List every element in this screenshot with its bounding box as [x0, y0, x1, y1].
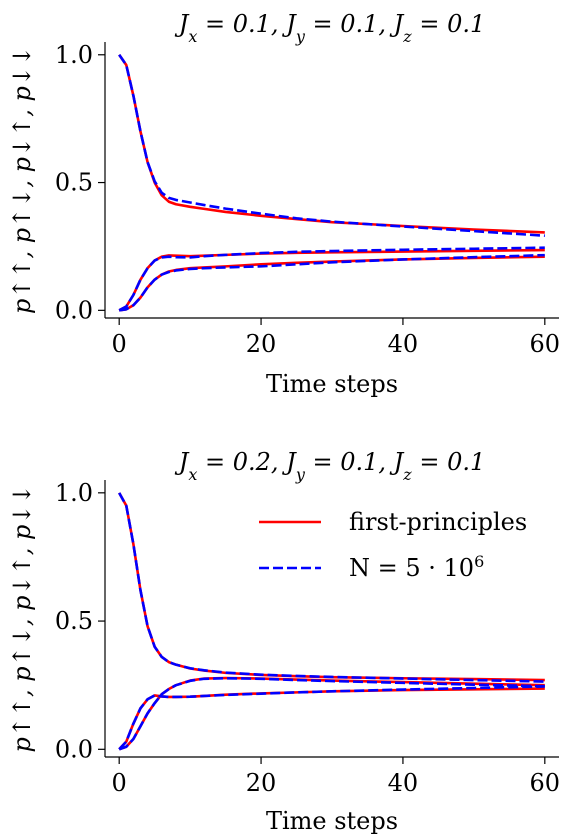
series-line-4-dashed: [118, 54, 545, 238]
x-tick-label: 60: [530, 769, 561, 797]
y-axis-label: p↑↑, p↑↓, p↓↑, p↓↓: [8, 46, 36, 314]
x-tick-label: 20: [246, 330, 277, 358]
x-tick-label: 0: [112, 330, 127, 358]
legend: first-principles N = 5 · 106: [259, 508, 527, 582]
chart-panel-1: 0 20 40 60 0.0 0.5 1.0 Jx = 0.1, Jy = 0.1, Jz =…: [8, 10, 560, 398]
chart-title: Jx = 0.2, Jy = 0.1, Jz = 0.1: [174, 448, 486, 484]
series-line-6-dashed: [119, 253, 545, 312]
chart-title: Jx = 0.1, Jy = 0.1, Jz = 0.1: [174, 10, 486, 46]
y-axis-label: p↑↑, p↑↓, p↓↑, p↓↓: [8, 484, 36, 752]
x-tick-label: 40: [388, 769, 419, 797]
x-axis-label: Time steps: [266, 807, 398, 834]
y-tick-label: 0.0: [55, 296, 93, 324]
series-line-2-solid: [118, 687, 545, 751]
x-tick-label: 20: [246, 769, 277, 797]
x-tick-label: 60: [530, 330, 561, 358]
x-tick-label: 0: [112, 769, 127, 797]
y-tick-label: 0.5: [55, 169, 93, 197]
series-line-1-solid: [118, 54, 545, 234]
series-line-6-dashed: [118, 676, 545, 751]
y-tick-label: 1.0: [55, 41, 93, 69]
series-line-5-dashed: [118, 685, 545, 751]
x-tick-label: 40: [388, 330, 419, 358]
y-tick-label: 0.0: [55, 735, 93, 763]
series-line-5-dashed: [118, 246, 545, 312]
y-tick-label: 1.0: [55, 479, 93, 507]
series-line-4-dashed: [118, 492, 545, 683]
series-line-3-solid: [119, 255, 545, 312]
y-tick-label: 0.5: [55, 607, 93, 635]
legend-label: N = 5 · 106: [349, 552, 484, 583]
chart-panel-2: 0 20 40 60 0.0 0.5 1.0 Jx = 0.2, Jy = 0.1, Jz =…: [8, 448, 560, 834]
legend-label: first-principles: [349, 508, 527, 536]
x-axis-label: Time steps: [266, 370, 398, 398]
